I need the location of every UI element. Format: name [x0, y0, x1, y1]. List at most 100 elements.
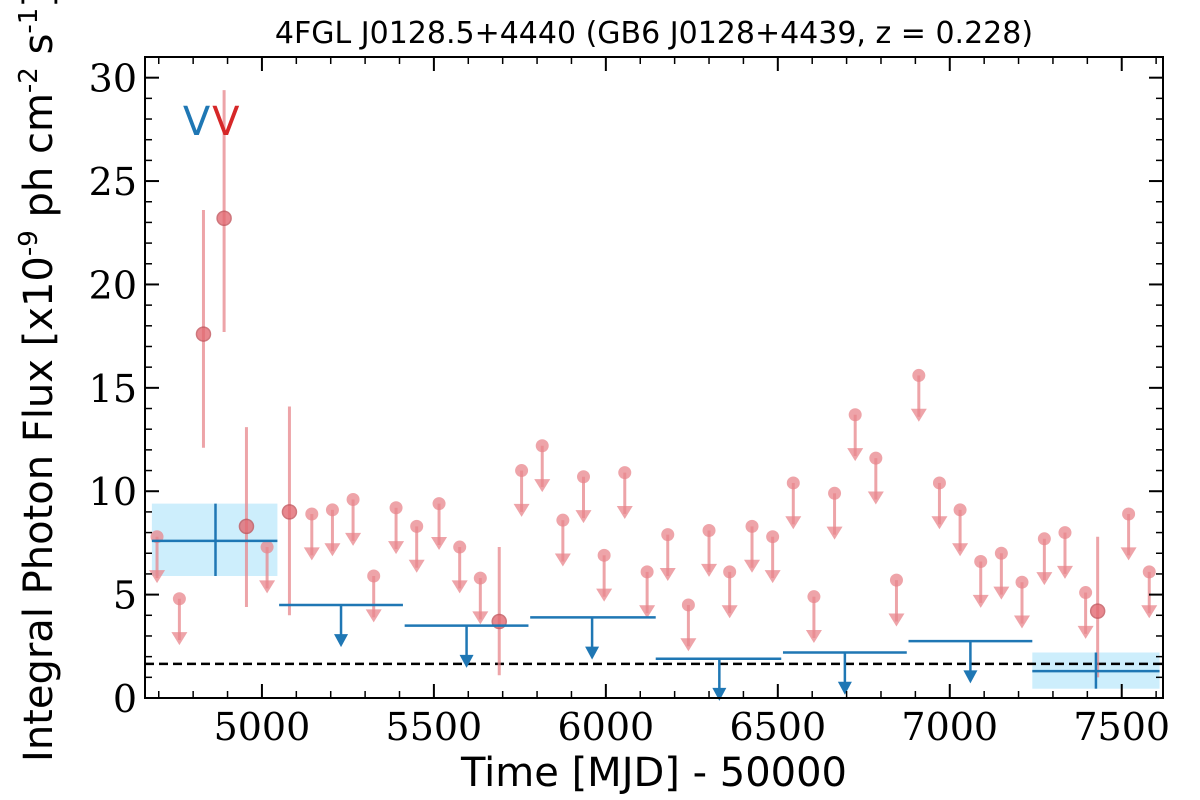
short-bin-upper-limit-point [432, 497, 446, 511]
short-bin-upper-limit-point [535, 439, 549, 453]
short-bin-upper-limit-arrow [785, 516, 802, 530]
marker-label: V [183, 99, 211, 145]
short-bin-upper-limit-point [786, 476, 800, 490]
long-bin-upper-limit-arrow [459, 654, 474, 668]
short-bin-detection-point [238, 518, 255, 535]
short-bin-upper-limit-arrow [867, 491, 884, 505]
short-bin-upper-limit-arrow [639, 605, 656, 619]
short-bin-upper-limit-point [1037, 532, 1051, 546]
short-bin-upper-limit-arrow [451, 580, 468, 594]
short-bin-upper-limit-point [702, 524, 716, 538]
short-bin-upper-limit-arrow [303, 547, 320, 561]
x-tick-label: 6500 [729, 705, 826, 749]
short-bin-upper-limit-point [515, 464, 529, 478]
short-bin-upper-limit-arrow [534, 479, 551, 493]
y-tick-label: 20 [89, 263, 137, 307]
short-bin-upper-limit-point [640, 565, 654, 579]
short-bin-upper-limit-point [410, 519, 424, 533]
short-bin-upper-limit-point [745, 519, 759, 533]
short-bin-upper-limit-arrow [1013, 615, 1030, 629]
chart-title: 4FGL J0128.5+4440 (GB6 J0128+4439, z = 0… [275, 16, 1033, 51]
short-bin-upper-limit-point [1142, 565, 1156, 579]
short-bin-upper-limit-arrow [931, 516, 948, 530]
short-bin-upper-limit-arrow [596, 588, 613, 602]
short-bin-upper-limit-point [618, 466, 632, 480]
short-bin-upper-limit-point [889, 573, 903, 587]
x-tick-label: 7000 [901, 705, 998, 749]
short-bin-upper-limit-point [367, 569, 381, 583]
short-bin-upper-limit-point [346, 492, 360, 506]
x-tick-label: 6000 [557, 705, 654, 749]
short-bin-detection-point [195, 326, 212, 342]
short-bin-upper-limit-arrow [847, 448, 864, 462]
short-bin-upper-limit-arrow [1141, 605, 1158, 619]
short-bin-upper-limit-arrow [972, 594, 989, 608]
short-bin-upper-limit-arrow [1036, 572, 1053, 586]
short-bin-upper-limit-arrow [952, 543, 969, 557]
short-bin-upper-limit-point [556, 513, 570, 527]
long-bin-upper-limit-arrow [963, 670, 978, 684]
short-bin-upper-limit-arrow [472, 611, 489, 625]
short-bin-upper-limit-arrow [616, 505, 633, 519]
y-tick-label: 30 [89, 57, 137, 101]
short-bin-upper-limit-arrow [701, 563, 718, 577]
long-bin-upper-limit-arrow [837, 681, 852, 695]
short-bin-upper-limit-arrow [1120, 547, 1137, 561]
y-tick-label: 0 [113, 677, 137, 721]
short-bin-upper-limit-point [325, 503, 339, 517]
short-bin-upper-limit-point [994, 546, 1008, 560]
short-bin-upper-limit-arrow [388, 541, 405, 555]
short-bin-upper-limit-arrow [764, 570, 781, 584]
short-bin-upper-limit-arrow [431, 536, 448, 550]
short-bin-upper-limit-point [1015, 575, 1029, 589]
y-tick-label: 10 [89, 470, 137, 514]
short-bin-upper-limit-arrow [365, 609, 382, 623]
short-bin-upper-limit-arrow [513, 503, 530, 517]
short-bin-upper-limit-point [260, 540, 274, 554]
short-bin-detection-point [281, 504, 298, 520]
short-bin-upper-limit-arrow [993, 586, 1010, 600]
short-bin-upper-limit-arrow [805, 630, 822, 644]
short-bin-upper-limit-arrow [345, 532, 362, 546]
short-bin-upper-limit-point [723, 565, 737, 579]
short-bin-upper-limit-arrow [408, 559, 425, 573]
short-bin-upper-limit-point [473, 571, 487, 585]
short-bin-detection-point [1089, 603, 1106, 619]
short-bin-upper-limit-point [1079, 586, 1093, 600]
short-bin-upper-limit-point [389, 501, 403, 515]
short-bin-upper-limit-point [597, 548, 611, 562]
short-bin-upper-limit-point [828, 486, 842, 500]
short-bin-upper-limit-arrow [659, 568, 676, 582]
x-tick-label: 5000 [214, 705, 311, 749]
short-bin-upper-limit-point [305, 507, 319, 521]
short-bin-upper-limit-point [766, 530, 780, 544]
short-bin-upper-limit-arrow [910, 408, 927, 422]
short-bin-upper-limit-point [453, 540, 467, 554]
short-bin-upper-limit-point [681, 598, 695, 612]
short-bin-upper-limit-point [953, 503, 967, 517]
plot-frame [144, 56, 1164, 699]
short-bin-upper-limit-arrow [888, 613, 905, 627]
short-bin-upper-limit-arrow [1077, 625, 1094, 639]
short-bin-upper-limit-point [661, 528, 675, 542]
long-bin-upper-limit-arrow [334, 634, 349, 648]
short-bin-upper-limit-point [1058, 526, 1072, 540]
short-bin-upper-limit-arrow [149, 570, 166, 584]
short-bin-upper-limit-point [172, 592, 186, 606]
short-bin-upper-limit-point [912, 368, 926, 382]
short-bin-upper-limit-point [869, 451, 883, 465]
y-tick-label: 5 [113, 574, 137, 618]
long-bin-upper-limit-arrow [712, 687, 727, 701]
x-tick-label: 7500 [1073, 705, 1170, 749]
short-bin-upper-limit-arrow [324, 543, 341, 557]
short-bin-upper-limit-arrow [575, 510, 592, 524]
short-bin-upper-limit-arrow [1056, 565, 1073, 579]
short-bin-upper-limit-arrow [744, 559, 761, 573]
short-bin-upper-limit-point [1122, 507, 1136, 521]
short-bin-detection-point [216, 210, 232, 227]
short-bin-upper-limit-point [974, 555, 988, 569]
y-tick-label: 25 [89, 160, 137, 204]
y-tick-label: 15 [89, 367, 137, 411]
y-axis-label: Integral Photon Flux [x10-9 ph cm-2 s-1] [14, 0, 62, 762]
